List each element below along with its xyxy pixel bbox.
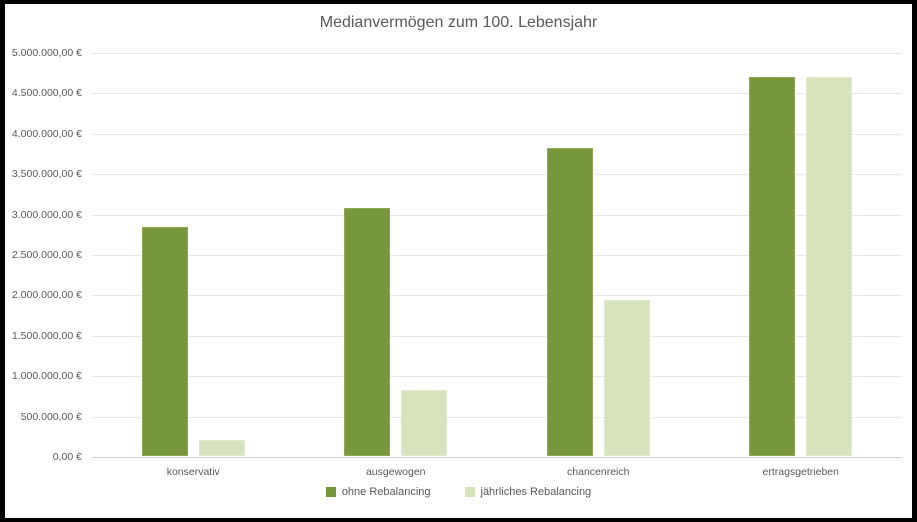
legend-item-jaehrliches-rebalancing: jährliches Rebalancing: [464, 486, 592, 498]
bar-ausgewogen-jaehrliches-rebalancing: [401, 389, 448, 456]
x-category-label: chancenreich: [567, 466, 630, 478]
gridline: [92, 295, 902, 297]
y-tick-label: 1.500.000,00 €: [11, 329, 82, 342]
y-tick-label: 3.500.000,00 €: [11, 168, 82, 181]
y-tick-label: 2.500.000,00 €: [11, 249, 82, 261]
y-tick-label: 4.000.000,00 €: [11, 127, 82, 140]
chart-title: Medianvermögen zum 100. Lebensjahr: [319, 14, 598, 31]
gridline: [92, 214, 902, 216]
gridline: [92, 335, 902, 337]
bar-ertragsgetrieben-ohne-rebalancing: [749, 77, 796, 456]
x-category-label: ertragsgetrieben: [762, 466, 839, 478]
y-tick-label: 1.000.000,00 €: [11, 370, 82, 383]
gridline: [92, 93, 902, 95]
gridline: [92, 53, 902, 54]
bar-chancenreich-jaehrliches-rebalancing: [603, 300, 650, 456]
bar-chancenreich-ohne-rebalancing: [546, 148, 593, 456]
plot-area: [92, 53, 902, 458]
legend-label: jährliches Rebalancing: [480, 486, 592, 498]
legend-swatch-icon: [464, 487, 475, 497]
legend: ohne Rebalancing jährliches Rebalancing: [5, 486, 912, 498]
bar-konservativ-jaehrliches-rebalancing: [198, 439, 245, 456]
gridline: [92, 416, 902, 418]
legend-swatch-icon: [325, 487, 336, 497]
legend-label: ohne Rebalancing: [341, 486, 431, 498]
bar-ertragsgetrieben-jaehrliches-rebalancing: [806, 77, 853, 456]
x-axis-line: [92, 457, 902, 458]
bar-konservativ-ohne-rebalancing: [141, 227, 188, 456]
x-category-label: ausgewogen: [365, 466, 426, 478]
y-tick-label: 2.000.000,00 €: [11, 289, 82, 302]
gridline: [92, 376, 902, 378]
y-tick-label: 4.500.000,00 €: [11, 87, 82, 100]
y-tick-label: 3.000.000,00 €: [11, 208, 82, 221]
chart-canvas: Medianvermögen zum 100. Lebensjahr 0,00 …: [5, 4, 912, 518]
gridline: [92, 255, 902, 256]
y-tick-label: 500.000,00 €: [20, 410, 82, 423]
legend-item-ohne-rebalancing: ohne Rebalancing: [325, 486, 431, 498]
gridline: [92, 174, 902, 176]
gridline: [92, 133, 902, 135]
bar-ausgewogen-ohne-rebalancing: [344, 207, 391, 456]
y-tick-label: 0,00 €: [52, 451, 82, 463]
x-category-label: konservativ: [166, 466, 220, 478]
y-tick-label: 5.000.000,00 €: [11, 47, 82, 59]
